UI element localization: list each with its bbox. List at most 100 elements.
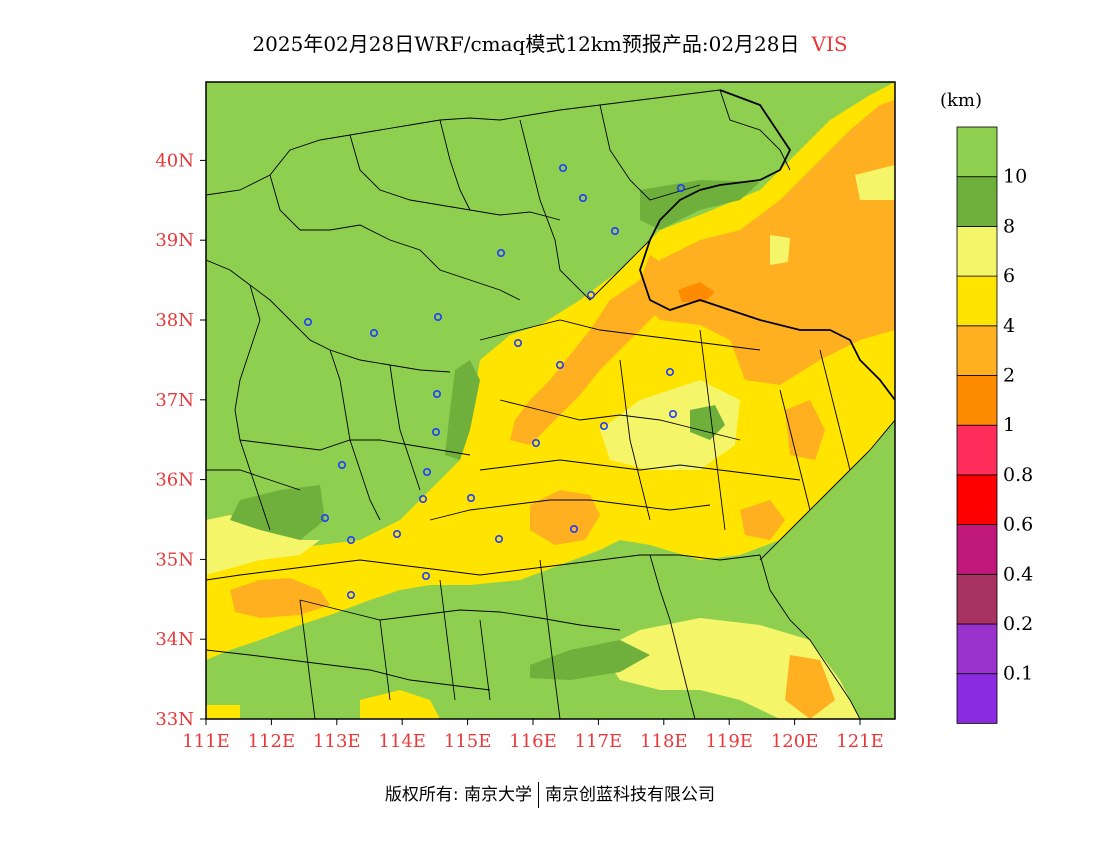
field-dark-green-edge	[445, 360, 480, 460]
colorbar-label: 4	[1003, 315, 1015, 337]
lat-label: 33N	[155, 709, 194, 730]
map-field	[206, 82, 895, 719]
colorbar-label: 8	[1003, 215, 1015, 237]
field-light-yellow-ne	[770, 235, 790, 265]
field-orange-s1	[785, 655, 835, 719]
field-dark-green-w	[230, 485, 325, 540]
station-marker	[496, 249, 505, 258]
lon-label: 117E	[575, 731, 623, 752]
longitude-axis: 111E 112E 113E 114E 115E 116E 117E 118E 119E 120E…	[182, 719, 884, 752]
station-marker	[494, 534, 503, 543]
footer-copyright: 版权所有: 南京大学	[384, 785, 533, 805]
station-marker	[392, 529, 401, 538]
field-dark-green-n	[640, 180, 760, 230]
map-frame	[205, 81, 896, 720]
station-marker	[421, 571, 430, 580]
station-marker	[466, 493, 475, 502]
field-green-se	[760, 420, 895, 719]
colorbar-label: 2	[1003, 365, 1015, 387]
station-marker	[665, 367, 674, 376]
station-marker	[432, 389, 441, 398]
station-marker	[369, 328, 378, 337]
station-marker	[668, 409, 677, 418]
colorbar-label: 0.4	[1003, 563, 1033, 585]
lon-label: 112E	[248, 731, 296, 752]
colorbar-label: 0.2	[1003, 613, 1033, 635]
colorbar-swatch	[956, 524, 998, 575]
colorbar-swatch	[956, 474, 998, 525]
field-orange-c	[530, 490, 600, 545]
lon-label: 114E	[378, 731, 426, 752]
station-marker	[346, 535, 355, 544]
colorbar-swatch	[956, 673, 998, 724]
field-dark-green-c	[690, 405, 725, 440]
station-marker	[599, 421, 608, 430]
field-light-yellow-3	[600, 380, 740, 470]
colorbar-unit: (km)	[940, 90, 983, 111]
station-marker	[303, 317, 312, 326]
lon-label: 120E	[771, 731, 819, 752]
station-marker	[346, 590, 355, 599]
station-marker	[513, 338, 522, 347]
station-markers	[303, 164, 685, 599]
station-marker	[555, 360, 564, 369]
field-orange-spot	[678, 282, 715, 302]
colorbar-swatch	[956, 225, 998, 277]
station-marker	[586, 290, 595, 299]
station-marker	[610, 227, 619, 236]
field-light-yellow-ne2	[855, 165, 895, 200]
colorbar-label: 0.1	[1003, 663, 1033, 685]
field-orange-w	[230, 578, 330, 618]
lon-label: 118E	[640, 731, 688, 752]
colorbar-label: 6	[1003, 265, 1015, 287]
station-marker	[320, 513, 329, 522]
boundaries	[206, 89, 895, 719]
colorbar-label: 0.6	[1003, 514, 1033, 536]
station-marker	[422, 467, 431, 476]
station-marker	[431, 427, 440, 436]
colorbar-swatch	[956, 275, 998, 327]
lon-label: 119E	[705, 731, 753, 752]
lat-label: 35N	[155, 549, 194, 570]
station-marker	[578, 194, 587, 203]
field-dark-green-s	[530, 640, 650, 680]
field-yellow-sw	[360, 690, 440, 719]
title-variable: VIS	[811, 32, 848, 56]
field-orange-diag	[510, 255, 680, 445]
station-marker	[569, 524, 578, 533]
chart-title: 2025年02月28日WRF/cmaq模式12km预报产品:02月28日 VIS	[0, 28, 1100, 57]
colorbar-label: 1	[1003, 414, 1015, 436]
colorbar-swatch	[956, 573, 998, 625]
lat-label: 39N	[155, 230, 194, 251]
lat-label: 36N	[155, 470, 194, 491]
footer-separator	[538, 782, 540, 808]
colorbar-swatch	[956, 623, 998, 675]
lon-label: 111E	[182, 731, 230, 752]
field-orange-e2	[785, 400, 825, 460]
lon-label: 121E	[836, 731, 884, 752]
colorbar-label: 10	[1003, 166, 1027, 188]
lat-label: 37N	[155, 390, 194, 411]
lat-label: 34N	[155, 629, 194, 650]
station-marker	[558, 164, 567, 173]
station-marker	[418, 494, 427, 503]
field-yellow-sw2	[206, 705, 240, 719]
colorbar-swatch	[956, 176, 998, 227]
station-marker	[337, 460, 346, 469]
lon-label: 113E	[313, 731, 361, 752]
coastline	[639, 89, 895, 401]
lon-label: 115E	[444, 731, 492, 752]
title-main: 2025年02月28日WRF/cmaq模式12km预报产品:02月28日	[252, 32, 800, 56]
colorbar-swatch	[956, 375, 998, 426]
lon-label: 116E	[509, 731, 557, 752]
footer: 版权所有: 南京大学 南京创蓝科技有限公司	[0, 780, 1100, 808]
colorbar-swatch	[956, 424, 998, 476]
lat-label: 38N	[155, 310, 194, 331]
station-marker	[531, 438, 540, 447]
colorbar-swatch	[956, 126, 998, 178]
colorbar-swatch	[956, 325, 998, 376]
station-marker	[433, 312, 442, 321]
colorbar: 0.1 0.2 0.4 0.6 0.8 1 2 4 6 8 10	[956, 126, 1033, 724]
field-orange-e1	[740, 500, 785, 540]
